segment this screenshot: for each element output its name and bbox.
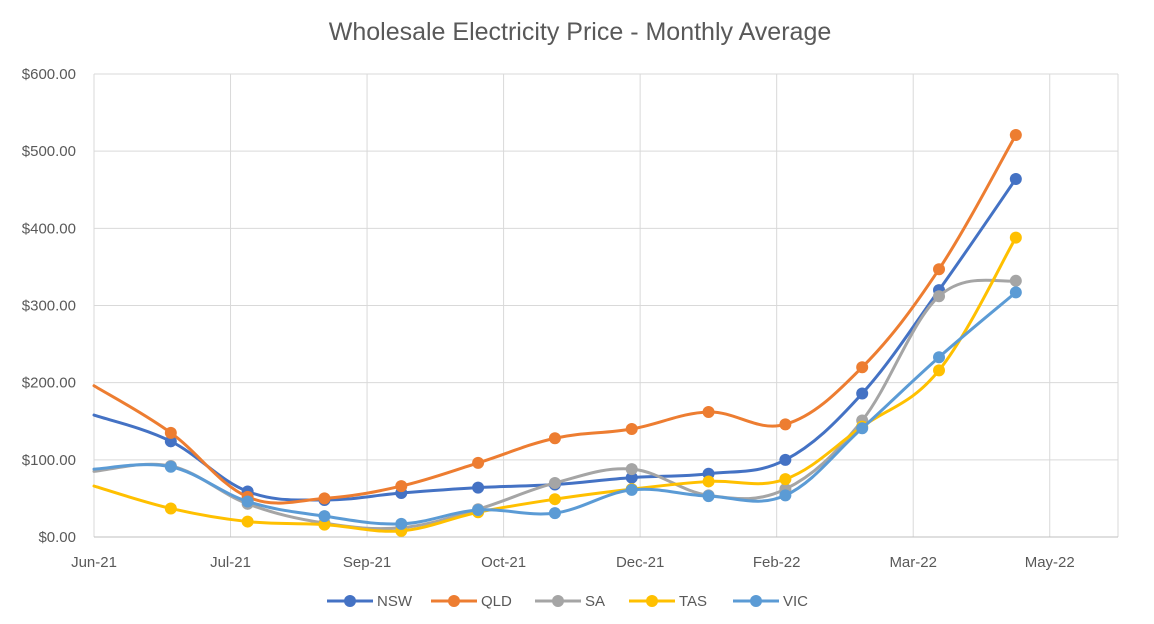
data-point-vic (625, 483, 638, 496)
series-line-sa (92, 278, 1018, 531)
data-point-nsw (779, 453, 792, 466)
data-point-vic (548, 507, 561, 520)
data-point-qld (779, 418, 792, 431)
data-point-qld (395, 480, 408, 493)
data-point-qld (1009, 128, 1022, 141)
x-tick-label: May-22 (1025, 554, 1075, 571)
data-point-vic (241, 495, 254, 508)
data-point-tas (1009, 231, 1022, 244)
data-point-nsw (472, 481, 485, 494)
data-point-sa (548, 476, 561, 489)
legend: NSW QLD SA TAS VIC (327, 593, 808, 610)
legend-swatch-marker (646, 595, 658, 607)
y-tick-label: $200.00 (22, 375, 76, 392)
x-tick-label: Sep-21 (343, 554, 391, 571)
data-point-qld (548, 432, 561, 445)
y-tick-label: $500.00 (22, 143, 76, 160)
series-group (92, 128, 1022, 537)
data-point-qld (702, 405, 715, 418)
data-point-vic (472, 503, 485, 516)
data-point-tas (164, 502, 177, 515)
x-tick-label: Jun-21 (71, 554, 117, 571)
legend-swatch-marker (552, 595, 564, 607)
data-point-vic (702, 490, 715, 503)
data-point-qld (472, 456, 485, 469)
data-point-tas (241, 515, 254, 528)
data-point-qld (318, 492, 331, 505)
data-point-vic (1009, 286, 1022, 299)
data-point-sa (933, 290, 946, 303)
legend-item-nsw: NSW (327, 593, 413, 610)
legend-swatch-marker (448, 595, 460, 607)
y-tick-label: $400.00 (22, 220, 76, 237)
series-qld (92, 128, 1022, 505)
x-axis: Jun-21 Jul-21 Sep-21 Oct-21 Dec-21 Feb-22 Mar-… (71, 536, 1118, 571)
data-point-tas (548, 493, 561, 506)
data-point-tas (318, 518, 331, 531)
data-point-nsw (164, 435, 177, 448)
data-point-nsw (625, 471, 638, 484)
series-tas (92, 231, 1022, 537)
y-tick-label: $300.00 (22, 298, 76, 315)
y-axis: $0.00 $100.00 $200.00 $300.00 $400.00 $500.00… (22, 66, 76, 546)
data-point-vic (395, 517, 408, 530)
x-tick-label: Feb-22 (753, 554, 801, 571)
legend-label: NSW (377, 593, 413, 610)
x-tick-label: Oct-21 (481, 554, 526, 571)
series-line-nsw (92, 177, 1018, 502)
legend-label: SA (585, 593, 605, 610)
data-point-nsw (856, 387, 869, 400)
y-tick-label: $600.00 (22, 66, 76, 83)
series-line-qld (92, 133, 1018, 505)
legend-label: VIC (783, 593, 808, 610)
legend-item-sa: SA (535, 593, 605, 610)
legend-label: QLD (481, 593, 512, 610)
legend-swatch-marker (750, 595, 762, 607)
y-tick-label: $0.00 (38, 529, 76, 546)
data-point-nsw (1009, 172, 1022, 185)
legend-swatch-marker (344, 595, 356, 607)
data-point-vic (779, 489, 792, 502)
data-point-qld (625, 422, 638, 435)
y-tick-label: $100.00 (22, 452, 76, 469)
legend-label: TAS (679, 593, 707, 610)
data-point-qld (933, 263, 946, 276)
data-point-sa (1009, 274, 1022, 287)
data-point-sa (625, 463, 638, 476)
data-point-vic (933, 351, 946, 364)
data-point-tas (779, 473, 792, 486)
data-point-qld (164, 426, 177, 439)
legend-item-tas: TAS (629, 593, 707, 610)
chart-title: Wholesale Electricity Price - Monthly Av… (329, 18, 832, 46)
series-nsw (92, 172, 1022, 506)
data-point-vic (164, 460, 177, 473)
x-tick-label: Jul-21 (210, 554, 251, 571)
series-vic (92, 286, 1022, 530)
data-point-vic (856, 422, 869, 435)
data-point-tas (702, 475, 715, 488)
data-point-tas (933, 364, 946, 377)
data-point-qld (856, 361, 869, 374)
legend-item-vic: VIC (733, 593, 808, 610)
grid (93, 73, 1119, 538)
x-tick-label: Dec-21 (616, 554, 664, 571)
data-point-vic (318, 510, 331, 523)
x-tick-label: Mar-22 (889, 554, 937, 571)
legend-item-qld: QLD (431, 593, 512, 610)
